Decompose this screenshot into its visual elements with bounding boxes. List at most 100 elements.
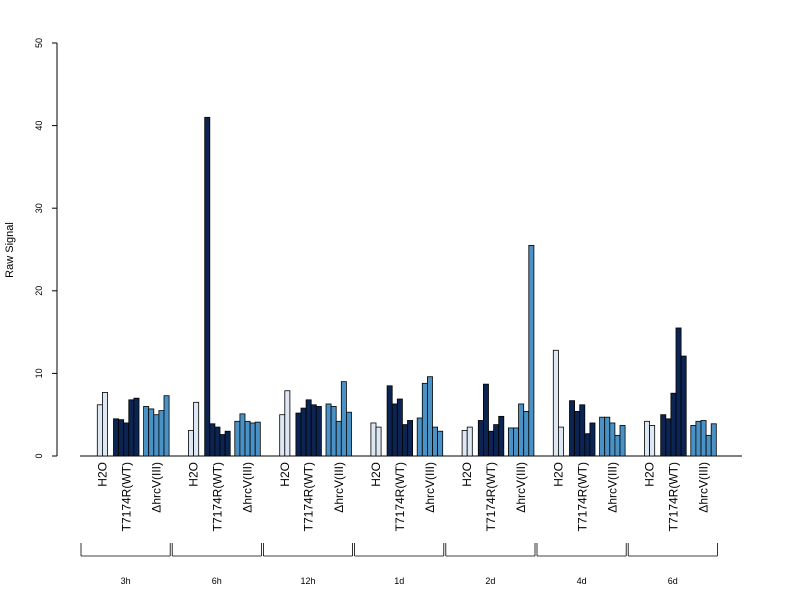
bar — [584, 433, 591, 457]
bar — [96, 404, 103, 457]
category-label: ΔhrcV(III) — [605, 462, 619, 513]
category-label: T7174R(WT) — [575, 462, 589, 531]
bar — [680, 355, 687, 457]
bar — [644, 420, 650, 457]
bar — [619, 425, 626, 457]
bar — [224, 430, 231, 457]
bar — [401, 424, 408, 457]
bar — [153, 414, 160, 457]
bar — [325, 403, 332, 457]
bar — [300, 407, 307, 457]
bar — [552, 349, 559, 457]
bar — [493, 424, 500, 457]
category-label: T7174R(WT) — [484, 462, 498, 531]
bar — [279, 414, 286, 457]
category-label: T7174R(WT) — [393, 462, 407, 531]
bar — [295, 412, 302, 457]
bar — [660, 414, 667, 457]
y-tick-label: 40 — [34, 121, 44, 131]
bar — [193, 401, 200, 457]
bar — [396, 398, 403, 457]
bar — [163, 395, 170, 457]
category-label: ΔhrcV(III) — [423, 462, 437, 513]
bar — [604, 416, 611, 457]
bar — [432, 426, 438, 457]
bar — [305, 399, 312, 457]
category-label: T7174R(WT) — [667, 462, 681, 531]
category-label: T7174R(WT) — [210, 462, 224, 531]
bar — [254, 421, 261, 457]
category-label: ΔhrcV(III) — [241, 462, 255, 513]
time-brackets: 3h 6h 12h 1d 2d 4d 6d — [80, 543, 718, 586]
bar — [113, 418, 119, 457]
bar — [158, 410, 165, 457]
bar — [558, 426, 564, 457]
bar — [665, 418, 672, 457]
bar — [513, 427, 519, 457]
bar — [488, 430, 494, 457]
time-label: 6d — [668, 576, 678, 586]
bar — [234, 420, 241, 457]
bar — [599, 416, 606, 457]
bar — [710, 423, 717, 457]
bar — [675, 327, 682, 457]
bar — [523, 410, 530, 457]
bar — [649, 425, 656, 457]
time-label: 2d — [485, 576, 495, 586]
bar — [426, 376, 433, 457]
category-label: ΔhrcV(III) — [149, 462, 163, 513]
bar — [370, 422, 377, 457]
time-label: 1d — [394, 576, 404, 586]
bar — [315, 406, 322, 457]
bar — [118, 419, 125, 457]
time-label: 6h — [212, 576, 222, 586]
category-label: T7174R(WT) — [119, 462, 133, 531]
bar — [284, 390, 291, 457]
bar — [589, 422, 596, 457]
time-label: 3h — [121, 576, 131, 586]
y-tick-label: 0 — [34, 453, 44, 458]
bar — [102, 391, 108, 457]
category-labels: H2O T7174R(WT) ΔhrcV(III) H2O T7174R(WT) Δhrc… — [95, 462, 710, 531]
bar — [705, 434, 712, 457]
bar — [609, 422, 616, 457]
bar — [528, 244, 535, 457]
bar — [574, 410, 581, 457]
bar — [407, 420, 413, 457]
bar — [695, 420, 702, 457]
bar — [148, 408, 155, 457]
bar — [345, 411, 352, 457]
category-label: H2O — [187, 462, 201, 487]
bar — [569, 400, 575, 457]
category-label: H2O — [643, 462, 657, 487]
bar — [477, 420, 484, 457]
bar — [219, 434, 226, 457]
bar — [507, 427, 514, 457]
bar — [416, 417, 423, 457]
bar — [391, 403, 398, 457]
bar — [700, 420, 707, 457]
bar — [340, 381, 347, 457]
category-label: T7174R(WT) — [302, 462, 316, 531]
bar — [335, 420, 342, 457]
bars — [96, 116, 717, 457]
category-label: ΔhrcV(III) — [697, 462, 711, 513]
bar — [375, 426, 382, 457]
y-tick-label: 50 — [34, 38, 44, 48]
bar — [518, 403, 525, 457]
bar — [249, 422, 256, 457]
bar — [386, 385, 393, 457]
bar — [614, 434, 621, 457]
y-tick-label: 10 — [34, 368, 44, 378]
category-label: H2O — [551, 462, 565, 487]
bar — [128, 399, 135, 457]
y-axis-title: Raw Signal — [4, 222, 16, 278]
time-label: 12h — [300, 576, 315, 586]
y-tick-label: 20 — [34, 286, 44, 296]
bar — [143, 406, 150, 457]
y-axis: 0 10 20 30 40 50 — [34, 38, 58, 459]
category-label: H2O — [369, 462, 383, 487]
bar — [214, 426, 221, 457]
category-label: ΔhrcV(III) — [332, 462, 346, 513]
